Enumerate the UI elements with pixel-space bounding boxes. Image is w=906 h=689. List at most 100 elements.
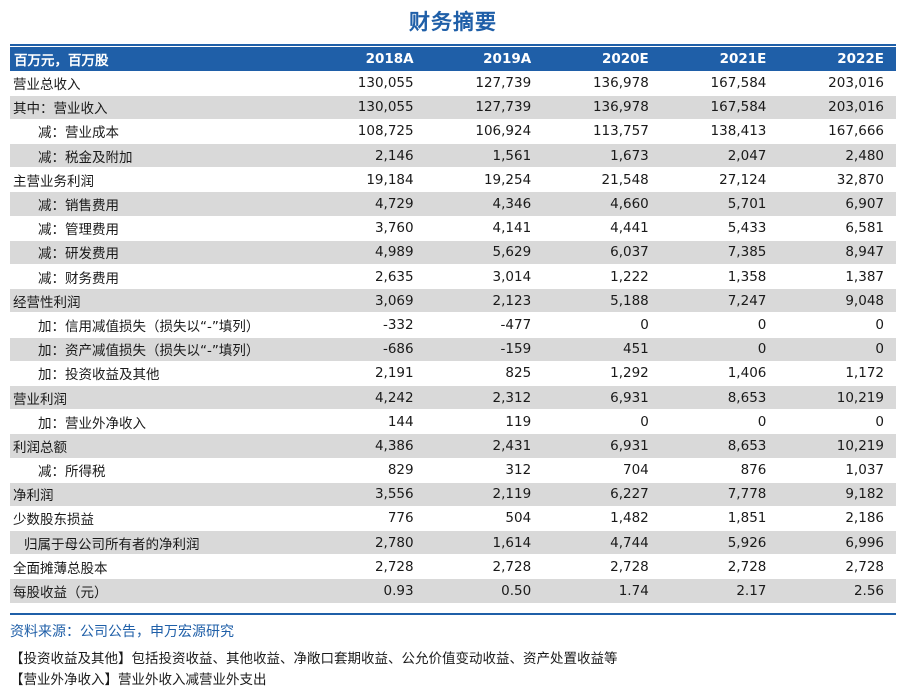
row-value: 1,614 — [425, 530, 544, 556]
row-value: 106,924 — [425, 119, 544, 145]
row-value: 1,673 — [543, 143, 661, 169]
row-label: 归属于母公司所有者的净利润 — [10, 530, 308, 556]
page-title: 财务摘要 — [409, 10, 497, 34]
row-label: 减：所得税 — [10, 458, 308, 483]
row-value: 32,870 — [778, 167, 896, 193]
row-label: 加：营业外净收入 — [10, 409, 308, 435]
row-value: 2.17 — [660, 578, 779, 604]
table-row: 加：信用减值损失（损失以“-”填列） -332 -477 0 0 0 — [10, 312, 896, 338]
row-value: 2.56 — [778, 578, 896, 604]
row-value: 6,931 — [543, 433, 661, 459]
row-value: 2,728 — [778, 554, 896, 580]
table-row: 减：管理费用 3,760 4,141 4,441 5,433 6,581 — [10, 216, 896, 241]
row-value: 167,666 — [778, 119, 896, 145]
row-value: 144 — [308, 409, 426, 435]
row-value: 1,037 — [778, 458, 896, 483]
table-row: 加：营业外净收入 144 119 0 0 0 — [10, 409, 896, 435]
row-value: 776 — [308, 506, 426, 532]
row-value: 10,219 — [778, 433, 896, 459]
row-value: 21,548 — [543, 167, 661, 193]
row-label: 加：信用减值损失（损失以“-”填列） — [10, 312, 308, 338]
column-header: 2018A — [308, 47, 426, 71]
row-label: 少数股东损益 — [10, 506, 308, 532]
row-label: 减：销售费用 — [10, 191, 308, 217]
table-row: 归属于母公司所有者的净利润 2,780 1,614 4,744 5,926 6,996 — [10, 530, 896, 556]
row-value: 0 — [543, 312, 661, 338]
row-value: 2,635 — [308, 264, 426, 290]
row-value: 829 — [308, 458, 426, 483]
row-label: 加：资产减值损失（损失以“-”填列） — [10, 337, 308, 362]
table-row: 主营业务利润 19,184 19,254 21,548 27,124 32,870 — [10, 167, 896, 193]
row-value: 451 — [543, 337, 661, 362]
table-row: 营业利润 4,242 2,312 6,931 8,653 10,219 — [10, 385, 896, 411]
column-header: 2022E — [778, 47, 896, 71]
row-value: 167,584 — [660, 71, 779, 96]
row-value: 4,386 — [308, 433, 426, 459]
row-value: -477 — [425, 312, 544, 338]
row-value: 8,653 — [660, 433, 779, 459]
row-value: 8,947 — [778, 240, 896, 266]
table-row: 少数股东损益 776 504 1,482 1,851 2,186 — [10, 506, 896, 532]
row-value: 1,387 — [778, 264, 896, 290]
row-value: 1,292 — [543, 361, 661, 386]
row-value: 9,182 — [778, 482, 896, 507]
row-value: 130,055 — [308, 95, 426, 120]
column-header: 2020E — [543, 47, 661, 71]
row-value: 4,729 — [308, 191, 426, 217]
row-value: 825 — [425, 361, 544, 386]
row-value: 2,186 — [778, 506, 896, 532]
row-value: -159 — [425, 337, 544, 362]
row-value: 704 — [543, 458, 661, 483]
row-label: 主营业务利润 — [10, 167, 308, 193]
row-value: 0.50 — [425, 578, 544, 604]
table-row: 加：投资收益及其他 2,191 825 1,292 1,406 1,172 — [10, 361, 896, 386]
row-value: 4,989 — [308, 240, 426, 266]
row-value: 203,016 — [778, 95, 896, 120]
row-label: 全面摊薄总股本 — [10, 554, 308, 580]
row-value: 6,227 — [543, 482, 661, 507]
row-value: 127,739 — [425, 71, 544, 96]
row-value: 0 — [660, 409, 779, 435]
table-row: 减：销售费用 4,729 4,346 4,660 5,701 6,907 — [10, 191, 896, 217]
row-value: 0 — [660, 337, 779, 362]
footnote: 【投资收益及其他】包括投资收益、其他收益、净敞口套期收益、公允价值变动收益、资产… — [10, 651, 618, 667]
row-value: 6,037 — [543, 240, 661, 266]
row-value: 7,778 — [660, 482, 779, 507]
row-label: 其中：营业收入 — [10, 95, 308, 120]
row-label: 经营性利润 — [10, 288, 308, 314]
row-label: 营业利润 — [10, 385, 308, 411]
row-value: 4,141 — [425, 216, 544, 241]
row-value: 4,744 — [543, 530, 661, 556]
table-row: 每股收益（元） 0.93 0.50 1.74 2.17 2.56 — [10, 578, 896, 604]
row-label: 净利润 — [10, 482, 308, 507]
row-value: 5,188 — [543, 288, 661, 314]
row-value: 1.74 — [543, 578, 661, 604]
row-value: 1,561 — [425, 143, 544, 169]
row-value: 113,757 — [543, 119, 661, 145]
title-divider — [10, 44, 896, 46]
row-value: 312 — [425, 458, 544, 483]
row-value: 3,556 — [308, 482, 426, 507]
row-value: 2,431 — [425, 433, 544, 459]
row-value: 0 — [543, 409, 661, 435]
row-value: 7,385 — [660, 240, 779, 266]
source-note: 资料来源：公司公告，申万宏源研究 — [10, 624, 234, 640]
row-value: 1,358 — [660, 264, 779, 290]
footnote: 【营业外净收入】营业外收入减营业外支出 — [10, 672, 267, 688]
row-value: 130,055 — [308, 71, 426, 96]
row-label: 减：研发费用 — [10, 240, 308, 266]
row-value: 2,191 — [308, 361, 426, 386]
row-value: 876 — [660, 458, 779, 483]
row-value: 119 — [425, 409, 544, 435]
row-value: 0 — [778, 337, 896, 362]
unit-label-header: 百万元，百万股 — [10, 47, 308, 71]
row-value: 2,047 — [660, 143, 779, 169]
table-row: 全面摊薄总股本 2,728 2,728 2,728 2,728 2,728 — [10, 554, 896, 580]
row-value: 6,996 — [778, 530, 896, 556]
row-value: 7,247 — [660, 288, 779, 314]
column-header: 2019A — [425, 47, 544, 71]
row-value: 2,728 — [660, 554, 779, 580]
row-value: 2,728 — [308, 554, 426, 580]
row-label: 减：管理费用 — [10, 216, 308, 241]
row-value: 0 — [778, 312, 896, 338]
